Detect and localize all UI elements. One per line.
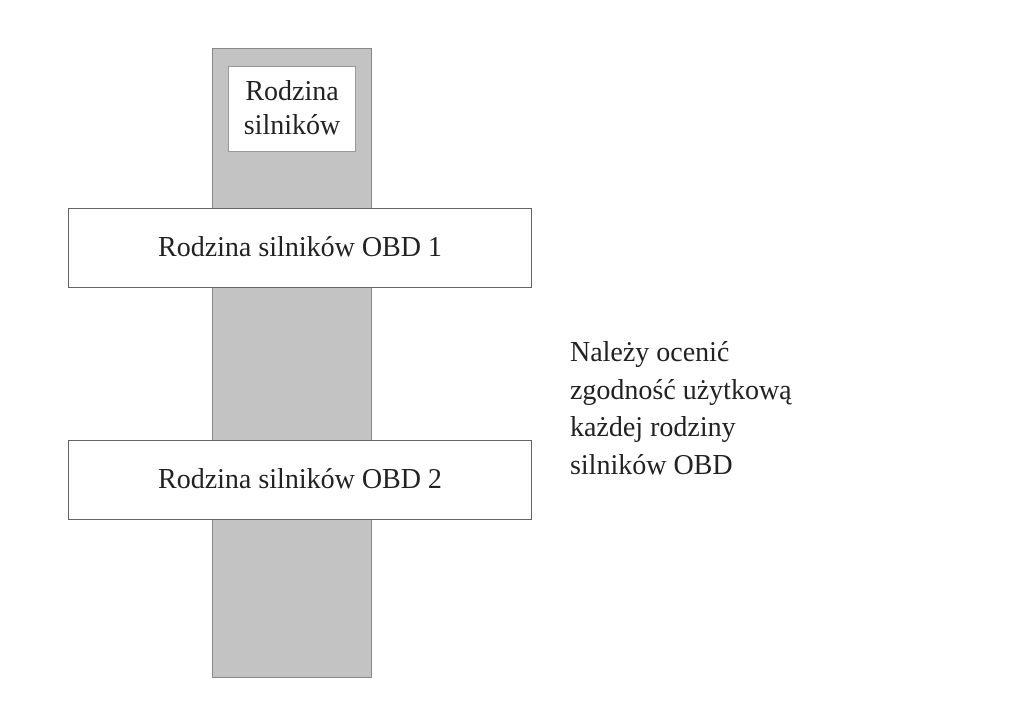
obd-box-2-label: Rodzina silników OBD 2	[158, 464, 442, 496]
side-annotation-text: Należy ocenić zgodność użytkową każdej r…	[570, 337, 792, 481]
header-label: Rodzina silników	[244, 75, 340, 142]
obd-box-2: Rodzina silników OBD 2	[68, 440, 532, 520]
diagram-container: Rodzina silników Rodzina silników OBD 1 …	[0, 0, 1024, 726]
side-annotation: Należy ocenić zgodność użytkową każdej r…	[570, 296, 970, 485]
header-box: Rodzina silników	[228, 66, 356, 152]
obd-box-1: Rodzina silników OBD 1	[68, 208, 532, 288]
obd-box-1-label: Rodzina silników OBD 1	[158, 232, 442, 264]
